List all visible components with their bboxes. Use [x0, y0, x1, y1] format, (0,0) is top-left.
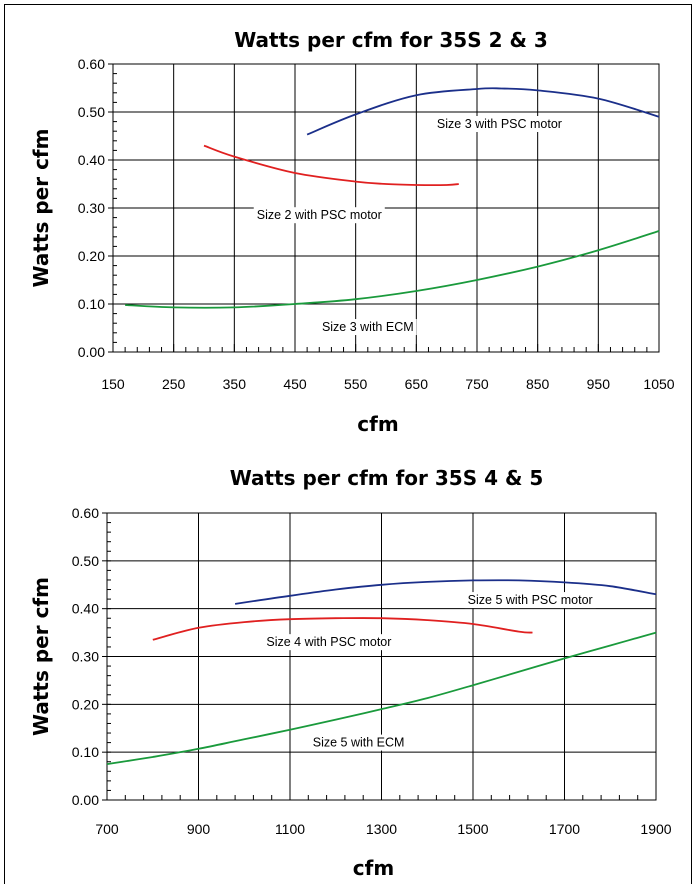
y-tick-label: 0.40 [72, 601, 99, 617]
series-line-3 [125, 230, 660, 309]
x-tick-label: 950 [587, 376, 611, 392]
x-tick-label: 1050 [643, 376, 674, 392]
y-tick-label: 0.20 [72, 696, 99, 712]
chart-title: Watts per cfm for 35S 4 & 5 [230, 466, 544, 490]
x-axis-title: cfm [357, 412, 398, 436]
series-annotation: Size 2 with PSC motor [257, 208, 382, 222]
x-tick-label: 1500 [457, 821, 488, 837]
y-tick-label: 0.00 [72, 792, 99, 808]
chart-1: Watts per cfm for 35S 2 & 3 150 250 350 450 5… [29, 28, 675, 436]
x-axis-title: cfm [353, 856, 394, 880]
series-line-2 [203, 144, 459, 186]
x-tick-label: 700 [95, 821, 119, 837]
y-tick-label: 0.30 [78, 200, 105, 216]
series-annotation: Size 3 with PSC motor [437, 117, 562, 131]
y-tick-label: 0.10 [72, 744, 99, 760]
x-tick-label: 1700 [549, 821, 580, 837]
x-tick-label: 650 [405, 376, 429, 392]
annotation-background [318, 319, 417, 336]
x-tick-label: 1300 [366, 821, 397, 837]
x-tick-label: 350 [223, 376, 247, 392]
series-line-3 [106, 631, 657, 765]
y-tick-label: 0.60 [72, 505, 99, 521]
x-tick-label: 1100 [275, 821, 305, 837]
series-annotation: Size 5 with ECM [313, 736, 405, 750]
x-tick-label: 150 [101, 376, 125, 392]
y-tick-label: 0.50 [72, 553, 99, 569]
y-tick-label: 0.50 [78, 104, 105, 120]
chart-title: Watts per cfm for 35S 2 & 3 [234, 28, 548, 52]
x-tick-label: 1900 [640, 821, 671, 837]
series-line-1 [234, 579, 657, 605]
x-tick-label: 750 [465, 376, 489, 392]
y-tick-label: 0.10 [78, 296, 105, 312]
x-tick-label: 900 [187, 821, 211, 837]
y-tick-label: 0.30 [72, 649, 99, 665]
x-tick-label: 250 [162, 376, 186, 392]
annotation-background [433, 116, 565, 132]
series-line-2 [152, 617, 533, 641]
y-tick-label: 0.20 [78, 248, 105, 264]
y-axis-title: Watts per cfm [29, 129, 53, 288]
annotation-background [309, 734, 408, 751]
y-tick-label: 0.60 [78, 56, 105, 72]
x-tick-label: 450 [283, 376, 307, 392]
y-tick-label: 0.00 [78, 344, 105, 360]
series-line-1 [306, 87, 660, 136]
y-axis-title: Watts per cfm [29, 577, 53, 736]
x-tick-label: 550 [344, 376, 368, 392]
series-annotation: Size 4 with PSC motor [266, 635, 391, 649]
series-annotation: Size 5 with PSC motor [468, 593, 593, 607]
series-annotation: Size 3 with ECM [322, 320, 414, 334]
x-tick-label: 850 [526, 376, 550, 392]
y-tick-label: 0.40 [78, 152, 105, 168]
annotation-background [263, 634, 395, 651]
annotation-background [253, 207, 385, 224]
chart-2: Watts per cfm for 35S 4 & 5 700 900 1100 130… [29, 466, 672, 880]
annotation-background [464, 592, 596, 609]
